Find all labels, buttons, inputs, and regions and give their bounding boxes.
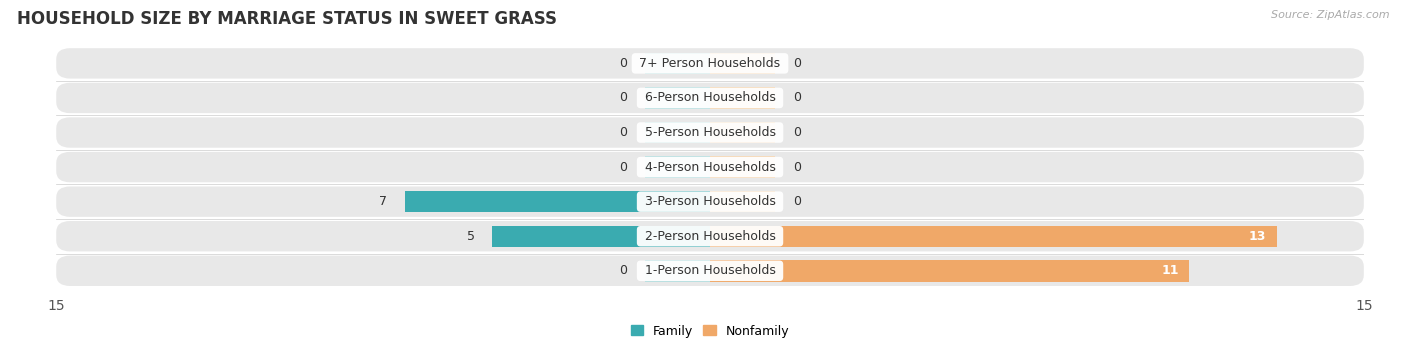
Text: 0: 0 (619, 264, 627, 277)
Bar (492, 225, 710, 247)
Bar (710, 260, 1189, 282)
Text: 0: 0 (619, 161, 627, 174)
FancyBboxPatch shape (56, 48, 1364, 78)
Text: 7+ Person Households: 7+ Person Households (636, 57, 785, 70)
Text: 7: 7 (380, 195, 388, 208)
Text: Source: ZipAtlas.com: Source: ZipAtlas.com (1271, 10, 1389, 20)
Text: 0: 0 (793, 126, 801, 139)
Text: 11: 11 (1161, 264, 1178, 277)
Bar (710, 122, 776, 143)
Text: 2-Person Households: 2-Person Households (641, 230, 779, 243)
FancyBboxPatch shape (56, 256, 1364, 286)
FancyBboxPatch shape (56, 83, 1364, 113)
Text: 1-Person Households: 1-Person Households (641, 264, 779, 277)
FancyBboxPatch shape (56, 221, 1364, 251)
Bar (644, 122, 710, 143)
Text: 0: 0 (619, 57, 627, 70)
FancyBboxPatch shape (56, 117, 1364, 148)
Bar (710, 87, 776, 109)
Text: 13: 13 (1249, 230, 1265, 243)
Bar (710, 53, 776, 74)
Text: 5: 5 (467, 230, 475, 243)
Text: 5-Person Households: 5-Person Households (641, 126, 779, 139)
Text: HOUSEHOLD SIZE BY MARRIAGE STATUS IN SWEET GRASS: HOUSEHOLD SIZE BY MARRIAGE STATUS IN SWE… (17, 10, 557, 28)
Bar (710, 225, 1277, 247)
Bar (644, 87, 710, 109)
Bar (644, 260, 710, 282)
Text: 3-Person Households: 3-Person Households (641, 195, 779, 208)
FancyBboxPatch shape (56, 187, 1364, 217)
Bar (644, 157, 710, 178)
Text: 4-Person Households: 4-Person Households (641, 161, 779, 174)
Text: 6-Person Households: 6-Person Households (641, 91, 779, 104)
Legend: Family, Nonfamily: Family, Nonfamily (626, 320, 794, 341)
Bar (710, 191, 776, 212)
FancyBboxPatch shape (56, 152, 1364, 182)
Text: 0: 0 (619, 91, 627, 104)
Text: 0: 0 (793, 195, 801, 208)
Text: 0: 0 (793, 161, 801, 174)
Bar (710, 157, 776, 178)
Text: 0: 0 (793, 57, 801, 70)
Text: 0: 0 (619, 126, 627, 139)
Text: 0: 0 (793, 91, 801, 104)
Bar (405, 191, 710, 212)
Bar (644, 53, 710, 74)
